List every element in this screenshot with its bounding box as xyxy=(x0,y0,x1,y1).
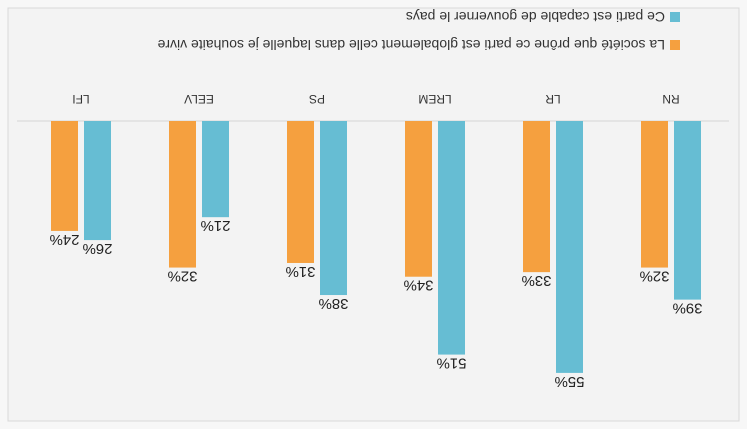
bar-orange-lfi xyxy=(51,121,78,231)
bar-blue-ps xyxy=(320,121,347,296)
category-label-lfi: LFI xyxy=(72,92,89,106)
value-label-orange-ps: 31% xyxy=(285,263,315,280)
legend-swatch-orange xyxy=(670,40,680,50)
value-label-blue-eelv: 21% xyxy=(200,217,230,234)
value-label-blue-rn: 39% xyxy=(672,300,702,317)
bar-orange-lrem xyxy=(405,121,432,277)
legend-label-blue: Ce parti est capable de gouverner le pay… xyxy=(406,9,665,25)
legend-swatch-blue xyxy=(670,12,680,22)
bar-blue-lrem xyxy=(438,121,465,355)
bar-blue-lr xyxy=(556,121,583,373)
value-label-orange-lrem: 34% xyxy=(403,277,433,294)
value-label-orange-lfi: 24% xyxy=(49,231,79,248)
category-labels-group: RN LR LREM PS EELV LFI xyxy=(72,92,679,106)
bar-orange-rn xyxy=(641,121,668,268)
bar-orange-ps xyxy=(287,121,314,263)
bar-orange-lr xyxy=(523,121,550,273)
bar-orange-eelv xyxy=(169,121,196,268)
bars-group xyxy=(51,121,701,373)
category-label-eelv: EELV xyxy=(184,92,214,106)
legend-label-orange: La société que prône ce parti est global… xyxy=(157,37,665,53)
value-label-orange-eelv: 32% xyxy=(167,268,197,285)
value-label-blue-lr: 55% xyxy=(554,373,584,390)
bar-blue-lfi xyxy=(84,121,111,241)
bar-blue-eelv xyxy=(202,121,229,218)
bar-blue-rn xyxy=(674,121,701,300)
chart-frame xyxy=(7,7,740,422)
value-label-orange-rn: 32% xyxy=(639,268,669,285)
value-labels-group: 32%39%33%55%34%51%31%38%32%21%24%26% xyxy=(49,217,702,390)
value-label-orange-lr: 33% xyxy=(521,272,551,289)
value-label-blue-lfi: 26% xyxy=(82,240,112,257)
category-label-lrem: LREM xyxy=(418,92,451,106)
category-label-ps: PS xyxy=(309,92,325,106)
legend: La société que prône ce parti est global… xyxy=(157,9,680,53)
value-label-blue-ps: 38% xyxy=(318,295,348,312)
category-label-lr: LR xyxy=(545,92,561,106)
value-label-blue-lrem: 51% xyxy=(436,355,466,372)
category-label-rn: RN xyxy=(662,92,679,106)
